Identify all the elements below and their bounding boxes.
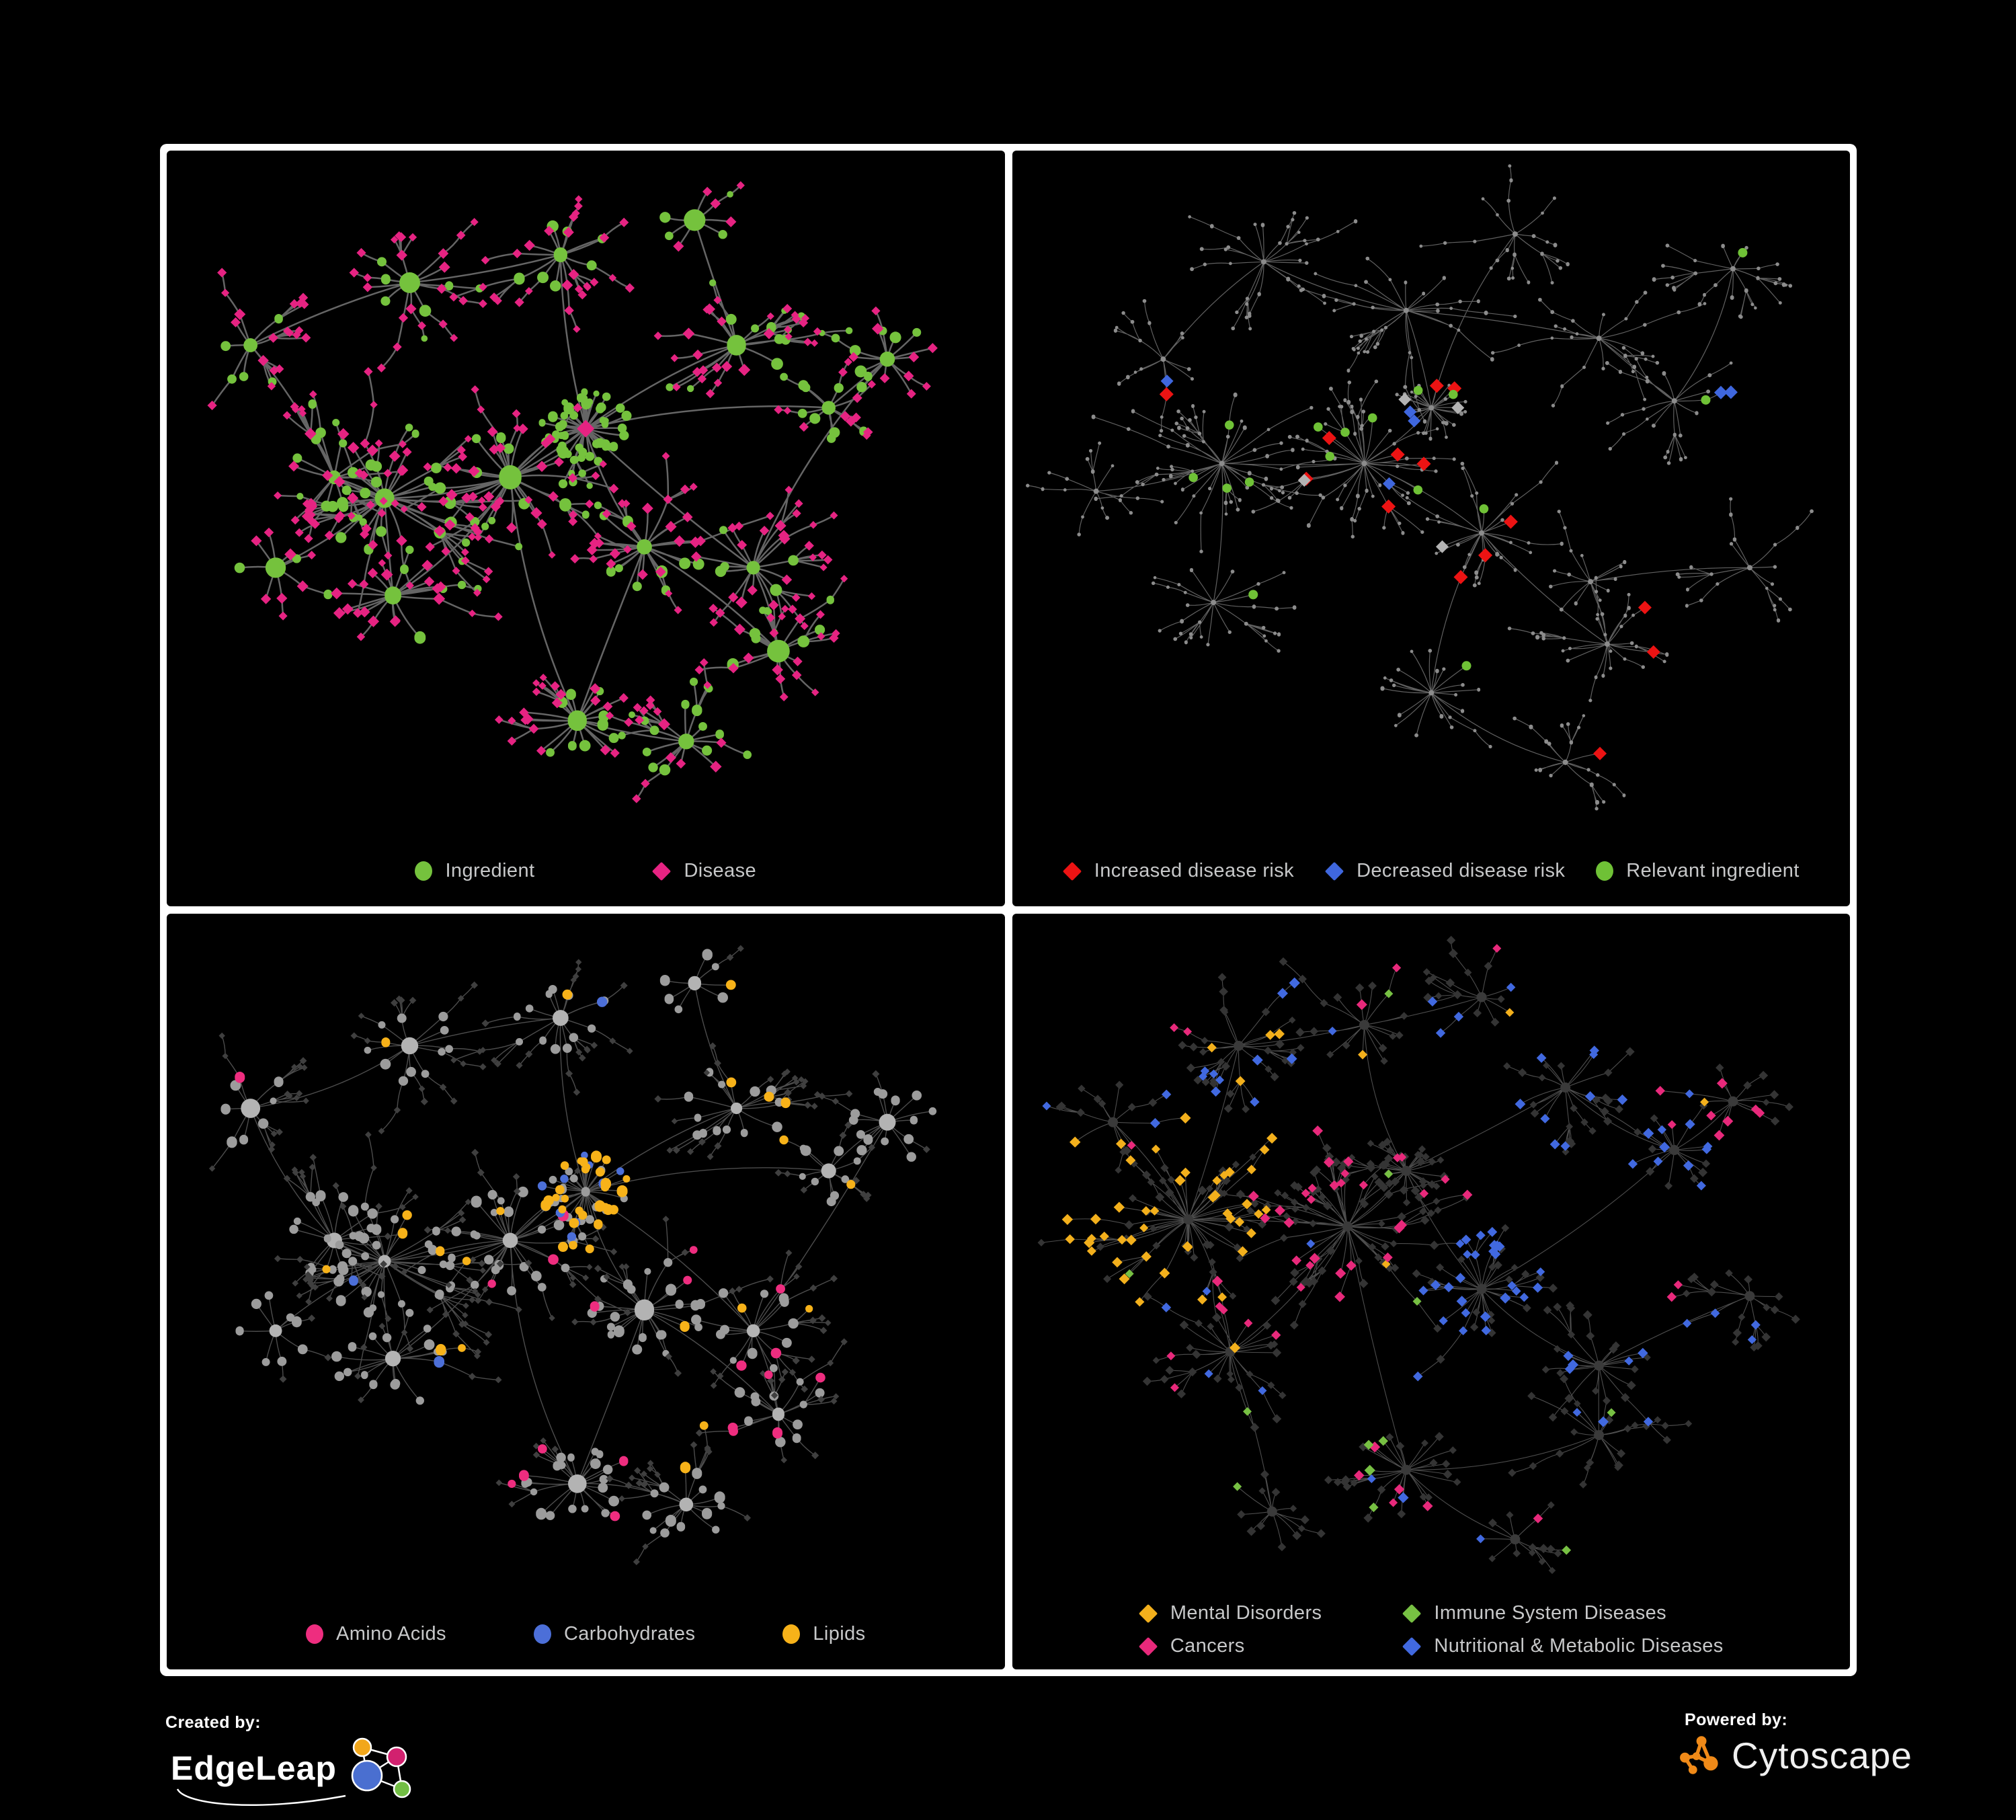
- macronutrients-nodes-amino: [235, 1072, 825, 1521]
- disease-risk-network: [1025, 164, 1814, 811]
- ingredient-circle-marker: [415, 861, 433, 881]
- legend-item-ingredient: Ingredient: [415, 860, 534, 882]
- macronutrients-edges: [211, 948, 934, 1562]
- carbohydrates-circle-marker: [533, 1624, 551, 1644]
- created-by-label: Created by:: [165, 1713, 261, 1732]
- panel-ingredient-disease: Ingredient Disease: [167, 151, 1005, 906]
- disease-classes-nodes-immune: [1125, 989, 1616, 1555]
- macronutrients-nodes-hubgray: [241, 976, 896, 1512]
- legend-label: Relevant ingredient: [1626, 860, 1800, 881]
- edgeleap-node-magenta: [386, 1746, 407, 1768]
- legend-item-relevant-ingredient: Relevant ingredient: [1596, 860, 1799, 882]
- relevant-ingredient-circle-marker: [1596, 861, 1614, 881]
- edgeleap-node-orange: [352, 1737, 372, 1757]
- macronutrients-nodes-midgray: [220, 949, 937, 1538]
- disease-risk-legend: Increased disease risk Decreased disease …: [1012, 860, 1851, 882]
- legend-item-increased-disease-risk: Increased disease risk: [1062, 860, 1295, 882]
- decreased-disease-risk-diamond-marker: [1324, 861, 1344, 881]
- edgeleap-logo-graphic: [176, 1737, 411, 1806]
- disease-classes-edges: [1041, 939, 1796, 1571]
- powered-by-block: Powered by: Cytoscape: [1680, 1710, 1912, 1777]
- cancers-diamond-marker: [1138, 1636, 1158, 1656]
- cytoscape-wordmark: Cytoscape: [1732, 1735, 1912, 1776]
- macronutrients-legend: Amino Acids Carbohydrates Lipids: [167, 1623, 1005, 1645]
- legend-item-disease: Disease: [652, 860, 756, 882]
- ingredient-disease-edges: [211, 184, 934, 800]
- legend-item-mental-disorders: Mental Disorders: [1138, 1602, 1322, 1624]
- legend-label: Increased disease risk: [1094, 860, 1295, 881]
- legend-item-cancers: Cancers: [1138, 1635, 1322, 1657]
- cytoscape-icon: [1680, 1736, 1718, 1774]
- legend-item-immune-system-diseases: Immune System Diseases: [1402, 1602, 1723, 1624]
- ingredient-disease-legend: Ingredient Disease: [167, 860, 1005, 882]
- legend-label: Lipids: [813, 1623, 866, 1645]
- mental-disorders-diamond-marker: [1138, 1604, 1158, 1623]
- nutritional-metabolic-diseases-diamond-marker: [1402, 1636, 1422, 1656]
- disease-classes-nodes-base: [1037, 935, 1800, 1575]
- panel-disease-classes: Mental Disorders Cancers Immune System Dis…: [1012, 914, 1850, 1669]
- edgeleap-node-green: [393, 1780, 411, 1798]
- legend-item-carbohydrates: Carbohydrates: [533, 1623, 696, 1645]
- legend-label: Mental Disorders: [1170, 1602, 1322, 1624]
- panel-macronutrients: Amino Acids Carbohydrates Lipids: [167, 914, 1005, 1669]
- edgeleap-logo: EdgeLeap: [165, 1737, 481, 1811]
- legend-label: Carbohydrates: [563, 1623, 696, 1645]
- edgeleap-wordmark: EdgeLeap: [171, 1749, 337, 1787]
- legend-label: Disease: [684, 860, 757, 881]
- legend-item-lipids: Lipids: [782, 1623, 865, 1645]
- panel-grid: Ingredient Disease Increased disease risk…: [160, 144, 1857, 1676]
- legend-item-nutritional-metabolic-diseases: Nutritional & Metabolic Diseases: [1402, 1635, 1723, 1657]
- legend-label: Immune System Diseases: [1434, 1602, 1667, 1624]
- ingredient-disease-nodes-ingredient: [220, 191, 922, 776]
- powered-by-label: Powered by:: [1685, 1710, 1788, 1729]
- amino-acids-circle-marker: [305, 1624, 323, 1644]
- lipids-circle-marker: [782, 1624, 801, 1644]
- disease-classes-nodes-cancer: [1127, 944, 1765, 1524]
- legend-label: Ingredient: [445, 860, 535, 881]
- created-by-block: Created by: EdgeLeap: [165, 1713, 481, 1811]
- increased-disease-risk-diamond-marker: [1062, 861, 1082, 881]
- disease-diamond-marker: [652, 861, 672, 881]
- ingredient-disease-network: [207, 181, 938, 803]
- disease-classes-legend: Mental Disorders Cancers Immune System Dis…: [1138, 1602, 1724, 1657]
- legend-label: Cancers: [1170, 1635, 1245, 1657]
- legend-label: Nutritional & Metabolic Diseases: [1434, 1635, 1724, 1657]
- edgeleap-node-blue: [351, 1759, 383, 1792]
- legend-item-decreased-disease-risk: Decreased disease risk: [1324, 860, 1566, 882]
- legend-label: Decreased disease risk: [1357, 860, 1566, 881]
- legend-item-amino-acids: Amino Acids: [305, 1623, 446, 1645]
- disease-risk-nodes-neutral: [1297, 393, 1464, 553]
- disease-classes-nodes-nutri: [1041, 977, 1761, 1544]
- immune-system-diseases-diamond-marker: [1402, 1604, 1422, 1623]
- macronutrients-network: [208, 945, 937, 1566]
- panel-disease-risk: Increased disease risk Decreased disease …: [1012, 151, 1851, 906]
- legend-label: Amino Acids: [335, 1623, 446, 1645]
- disease-classes-network: [1037, 935, 1800, 1575]
